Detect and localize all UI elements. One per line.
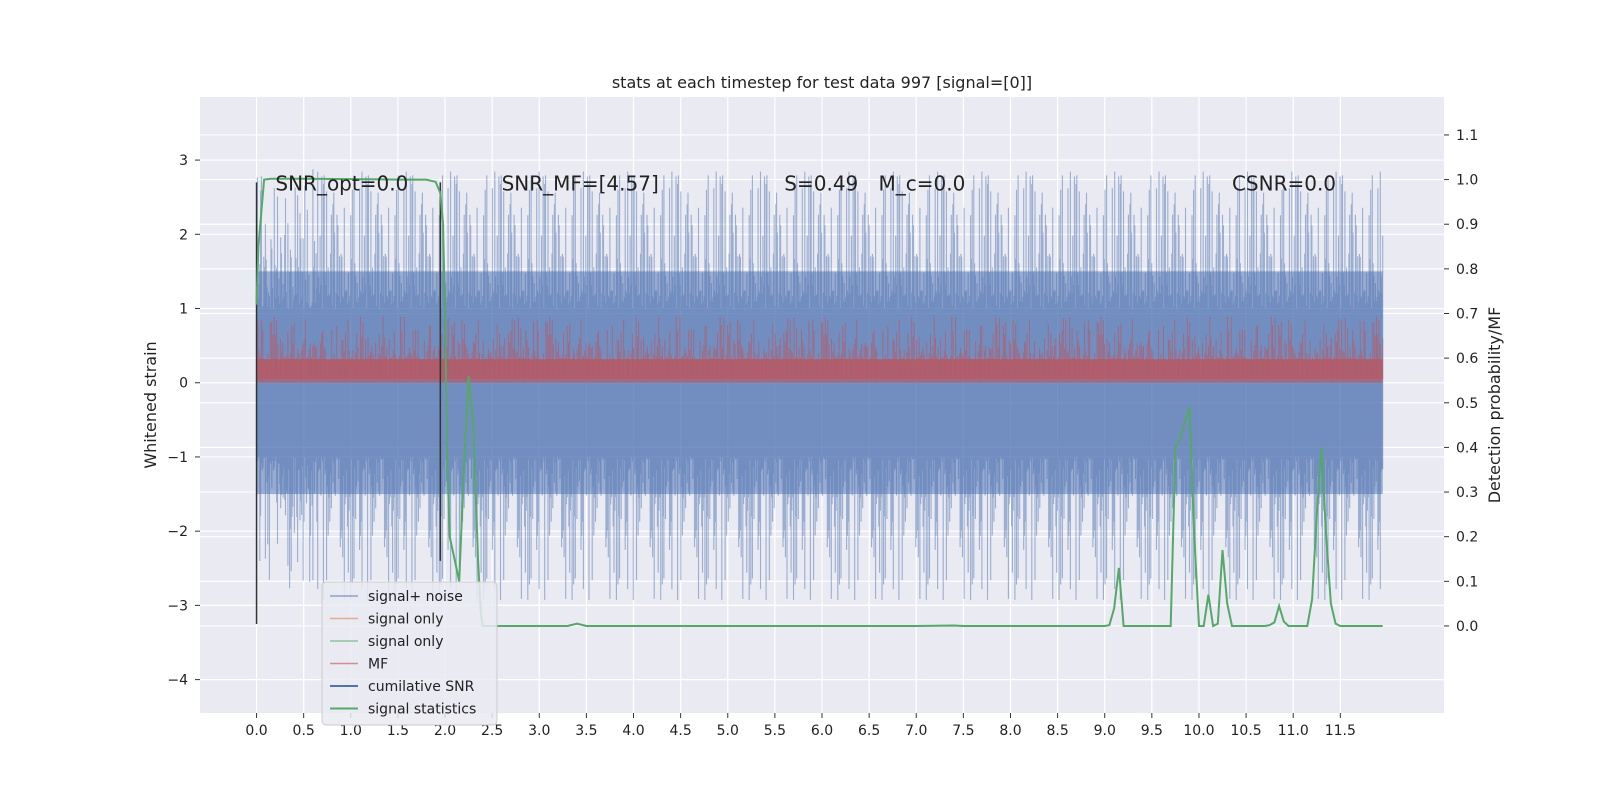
x-tick-label: 3.5: [575, 723, 597, 739]
x-tick-label: 0.0: [245, 723, 267, 739]
series-mf: [256, 316, 1384, 383]
x-tick-label: 2.0: [434, 723, 456, 739]
annotations: SNR_opt=0.0 SNR_MF=[4.57] S=0.49 M_c=0.0 CSN…: [275, 171, 1336, 195]
y2-tick-label: 0.6: [1456, 351, 1478, 367]
x-tick-label: 6.5: [858, 723, 880, 739]
x-tick-label: 4.0: [622, 723, 644, 739]
y-tick-label: −3: [167, 598, 188, 614]
x-tick-label: 7.5: [952, 723, 974, 739]
x-tick-label: 10.0: [1183, 723, 1214, 739]
x-tick-label: 1.5: [387, 723, 409, 739]
x-tick-label: 11.0: [1278, 723, 1309, 739]
y2-tick-label: 0.9: [1456, 217, 1478, 233]
annotation-label: M_c=0.0: [879, 171, 966, 195]
legend-label: signal statistics: [368, 702, 476, 718]
chart-title: stats at each timestep for test data 997…: [612, 73, 1032, 92]
x-tick-label: 6.0: [811, 723, 833, 739]
y-tick-label: 1: [179, 302, 188, 318]
legend: signal+ noise signal only signal only MF cum…: [321, 581, 498, 726]
y2-tick-label: 1.0: [1456, 173, 1478, 189]
y2-tick-label: 0.7: [1456, 306, 1478, 322]
legend-label: MF: [368, 657, 388, 673]
x-tick-label: 8.0: [999, 723, 1021, 739]
x-tick-label: 11.5: [1325, 723, 1356, 739]
annotation-label: SNR_opt=0.0: [275, 171, 408, 195]
signal-statistics-line: [255, 177, 1383, 628]
y2-tick-label: 0.2: [1456, 530, 1478, 546]
legend-label: signal only: [368, 612, 443, 628]
x-tick-label: 2.5: [481, 723, 503, 739]
y-tick-label: 3: [179, 153, 188, 169]
x-tick-label: 9.5: [1141, 723, 1163, 739]
axes: 0.0 0.5 1.0 1.5 2.0 2.5 3.0 3.5 4.0 4.5 5.0 5.5 6.0 6…: [167, 128, 1478, 739]
x-tick-label: 8.5: [1046, 723, 1068, 739]
y2-tick-label: 0.0: [1456, 619, 1478, 635]
x-tick-label: 7.0: [905, 723, 927, 739]
annotation-label: CSNR=0.0: [1232, 171, 1336, 195]
legend-label: signal+ noise: [368, 589, 463, 605]
legend-label: signal only: [368, 634, 443, 650]
x-tick-label: 4.5: [670, 723, 692, 739]
y-tick-label: 2: [179, 227, 188, 243]
x-tick-label: 0.5: [293, 723, 315, 739]
y2-axis-label: Detection probability/MF: [1485, 307, 1504, 504]
vertical-markers: [255, 182, 442, 624]
x-tick-label: 5.0: [717, 723, 739, 739]
x-tick-label: 3.0: [528, 723, 550, 739]
legend-label: cumilative SNR: [368, 679, 475, 695]
y2-tick-label: 0.3: [1456, 485, 1478, 501]
x-tick-label: 1.0: [340, 723, 362, 739]
y2-tick-label: 0.1: [1456, 574, 1478, 590]
series-signal-statistics: [255, 177, 1383, 628]
y2-tick-label: 1.1: [1456, 128, 1478, 144]
annotation-label: S=0.49: [784, 171, 858, 195]
x-tick-label: 5.5: [764, 723, 786, 739]
y-tick-label: −2: [167, 524, 188, 540]
x-tick-label: 10.5: [1231, 723, 1262, 739]
y-tick-label: −4: [167, 673, 188, 689]
y2-tick-label: 0.5: [1456, 396, 1478, 412]
y-tick-label: −1: [167, 450, 188, 466]
y-axis-label: Whitened strain: [141, 341, 160, 468]
y-tick-label: 0: [179, 376, 188, 392]
y2-tick-label: 0.4: [1456, 440, 1478, 456]
annotation-label: SNR_MF=[4.57]: [502, 171, 659, 195]
y2-tick-label: 0.8: [1456, 262, 1478, 278]
x-tick-label: 9.0: [1094, 723, 1116, 739]
legend-box: [321, 581, 498, 726]
